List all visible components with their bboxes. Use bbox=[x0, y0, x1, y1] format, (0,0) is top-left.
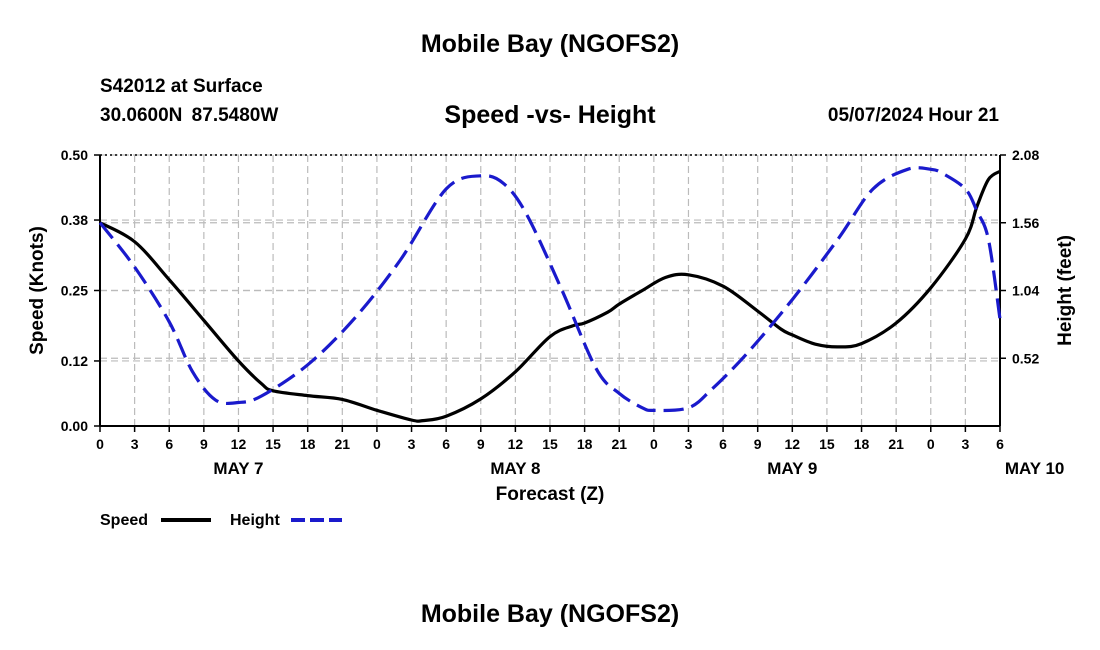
day-label: MAY 8 bbox=[490, 459, 540, 478]
x-tick-label: 18 bbox=[854, 436, 870, 452]
height-series-line bbox=[98, 166, 1002, 413]
x-tick-label: 21 bbox=[335, 436, 351, 452]
speed-series-line bbox=[99, 169, 1001, 423]
legend: Speed Height bbox=[100, 512, 342, 529]
x-tick-label: 6 bbox=[996, 436, 1004, 452]
y2-tick-label: 1.04 bbox=[1012, 283, 1039, 299]
y-tick-label: 0.12 bbox=[61, 353, 88, 369]
x-tick-label: 3 bbox=[961, 436, 969, 452]
x-tick-label: 3 bbox=[408, 436, 416, 452]
y-tick-label: 0.25 bbox=[61, 283, 88, 299]
chart-title: Speed -vs- Height bbox=[444, 101, 656, 129]
x-tick-label: 9 bbox=[754, 436, 762, 452]
forecast-run-time: 05/07/2024 Hour 21 bbox=[827, 105, 999, 126]
y2-tick-label: 2.08 bbox=[1012, 147, 1039, 163]
x-tick-label: 9 bbox=[200, 436, 208, 452]
footer-title: Mobile Bay (NGOFS2) bbox=[420, 600, 680, 628]
x-tick-label: 12 bbox=[785, 436, 801, 452]
day-label: MAY 9 bbox=[767, 459, 817, 478]
x-tick-label: 0 bbox=[373, 436, 381, 452]
x-tick-label: 9 bbox=[477, 436, 485, 452]
x-tick-label: 3 bbox=[131, 436, 139, 452]
x-axis-title: Forecast (Z) bbox=[496, 484, 605, 505]
x-tick-label: 21 bbox=[611, 436, 627, 452]
y-tick-label: 0.38 bbox=[61, 212, 88, 228]
page-title: Mobile Bay (NGOFS2) bbox=[420, 30, 680, 58]
x-tick-label: 12 bbox=[508, 436, 524, 452]
station-label: S42012 at Surface bbox=[100, 76, 263, 97]
legend-label-height: Height bbox=[230, 512, 280, 529]
y-axis-title: Speed (Knots) bbox=[27, 226, 48, 355]
y2-tick-label: 0.52 bbox=[1012, 350, 1039, 366]
y-tick-label: 0.00 bbox=[61, 418, 88, 434]
legend-label-speed: Speed bbox=[100, 512, 148, 529]
day-label: MAY 10 bbox=[1005, 459, 1065, 478]
x-tick-label: 0 bbox=[927, 436, 935, 452]
x-tick-label: 0 bbox=[650, 436, 658, 452]
x-tick-label: 6 bbox=[442, 436, 450, 452]
x-tick-label: 18 bbox=[300, 436, 316, 452]
x-tick-label: 15 bbox=[265, 436, 281, 452]
x-tick-label: 18 bbox=[577, 436, 593, 452]
station-coordinates: 30.0600N 87.5480W bbox=[100, 105, 279, 126]
x-tick-label: 6 bbox=[719, 436, 727, 452]
x-tick-label: 15 bbox=[819, 436, 835, 452]
y-tick-label: 0.50 bbox=[61, 147, 88, 163]
x-tick-label: 6 bbox=[165, 436, 173, 452]
x-tick-label: 0 bbox=[96, 436, 104, 452]
day-label: MAY 7 bbox=[213, 459, 263, 478]
y2-axis-title: Height (feet) bbox=[1055, 235, 1076, 346]
x-tick-label: 15 bbox=[542, 436, 558, 452]
x-tick-label: 21 bbox=[888, 436, 904, 452]
x-tick-label: 3 bbox=[685, 436, 693, 452]
y2-tick-label: 1.56 bbox=[1012, 215, 1039, 231]
x-tick-label: 12 bbox=[231, 436, 247, 452]
